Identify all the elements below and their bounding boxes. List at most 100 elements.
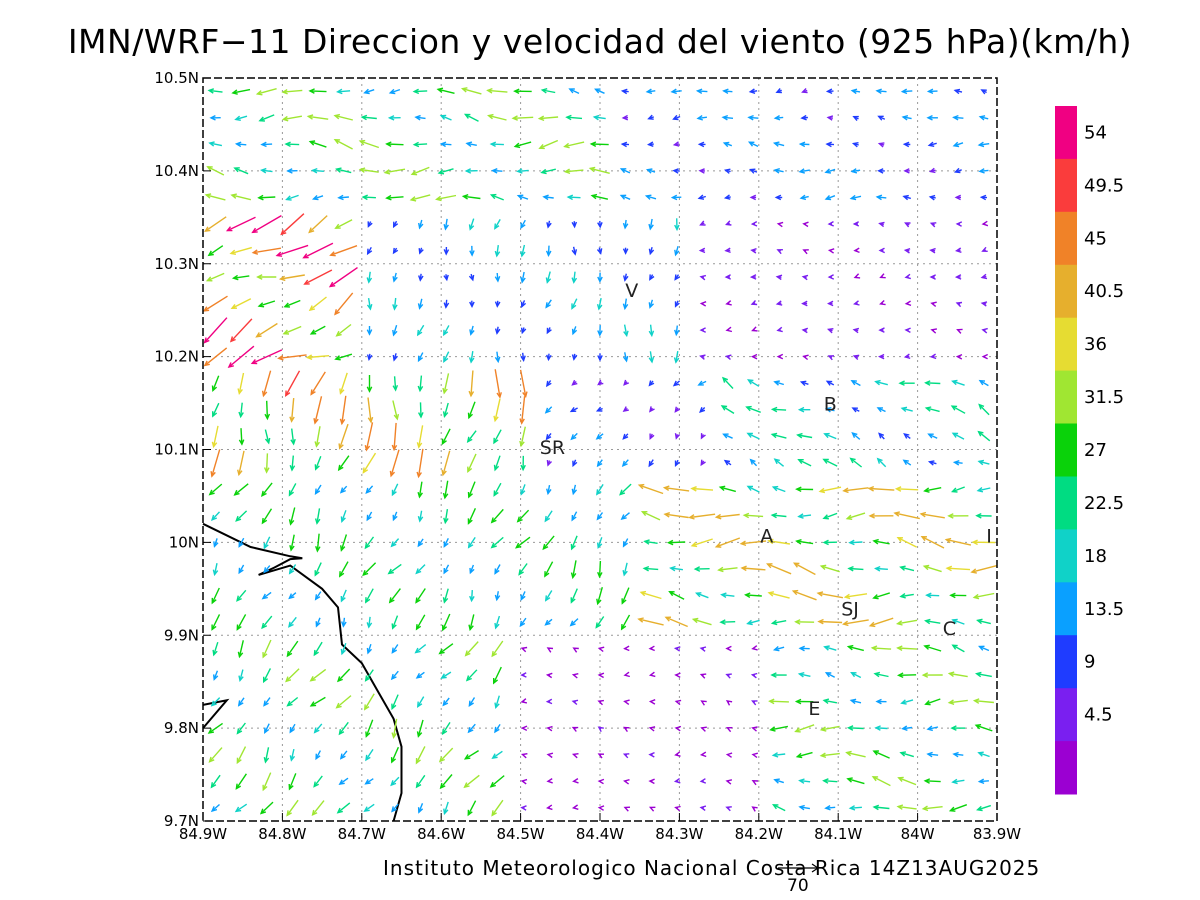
wind-vector-head [929,222,937,228]
wind-vector-head [848,805,856,811]
wind-vector-head [469,329,475,336]
wind-vector [572,778,579,784]
wind-vector [980,89,987,95]
wind-vector [827,274,835,280]
wind-vector-head [520,725,528,732]
wind-vector [597,778,605,785]
wind-vector [776,249,783,255]
wind-vector-shaft [470,370,474,396]
wind-vector [597,537,603,550]
wind-vector [288,773,297,791]
wind-vector [751,806,758,812]
wind-vector-shaft [443,373,450,394]
wind-vector-head [520,594,526,601]
wind-vector-shaft [493,429,502,444]
wind-vector-shaft [747,619,760,625]
wind-vector-head [827,248,835,254]
wind-vector [257,300,276,308]
wind-vector [904,222,911,228]
wind-vector-shaft [722,377,734,389]
wind-vector [978,115,989,121]
wind-vector [896,645,918,652]
wind-vector-head [260,490,267,497]
wind-vector-head [954,194,961,201]
wind-vector-shaft [875,380,888,386]
wind-vector [878,247,885,254]
wind-vector-head [463,113,471,119]
wind-vector [645,168,656,174]
wind-vector-head [494,726,500,734]
wind-vector [850,168,861,174]
wind-vector [571,699,579,706]
wind-vector [620,88,629,95]
wind-vector-head [469,567,475,575]
wind-vector-shaft [977,619,991,625]
wind-vector-head [827,274,835,280]
wind-vector [337,455,350,472]
wind-vector-head [648,302,655,309]
wind-vector-shaft [924,565,942,573]
wind-vector-shaft [741,567,766,571]
wind-vector [513,88,532,95]
wind-vector [596,484,604,496]
wind-vector [251,247,282,255]
wind-vector [392,324,398,337]
wind-vector-head [674,224,680,232]
wind-vector [417,352,424,363]
wind-vector-head [563,142,570,149]
wind-vector [213,538,219,548]
wind-vector-head [699,751,707,758]
wind-vector [237,372,245,395]
wind-vector-head [872,538,879,545]
wind-vector-shaft [491,143,504,146]
wind-vector-head [237,469,243,477]
wind-vector-head [722,433,729,439]
wind-vector [390,538,400,548]
wind-vector-head [520,646,528,653]
wind-vector-shaft [441,143,452,146]
wind-vector-head [673,357,680,364]
wind-vector [847,565,864,572]
chart-title: IMN/WRF−11 Direccion y velocidad del vie… [67,22,1133,61]
wind-vector [310,371,326,396]
wind-vector-head [333,138,341,145]
wind-vector-head [496,392,502,399]
wind-vector [464,168,478,174]
wind-vector-head [798,804,805,811]
wind-vector-head [213,674,219,681]
wind-vector-shaft [716,537,741,548]
wind-vector-head [338,443,344,450]
wind-vector [649,274,655,281]
wind-vector [921,672,943,678]
wind-vector-head [570,543,576,551]
wind-vector-head [895,620,903,626]
wind-vector-shaft [874,673,889,678]
wind-vector [237,697,245,707]
wind-vector [283,299,301,308]
wind-vector [303,269,333,285]
wind-vector [288,616,297,628]
wind-vector [519,369,528,398]
wind-vector-head [211,597,217,605]
wind-vector-head [903,353,911,359]
wind-vector-head [364,675,371,682]
wind-vector [363,88,375,95]
wind-vector [848,805,862,811]
wind-vector-shaft [280,274,305,280]
wind-vector [494,591,501,602]
wind-vector-head [363,806,370,813]
wind-vector-shaft [521,271,525,283]
wind-vector-shaft [213,563,218,575]
wind-vector-shaft [596,484,604,495]
wind-vector [341,617,347,628]
wind-vector-head [819,726,827,732]
wind-vector-head [900,699,907,705]
wind-vector-head [569,620,576,627]
wind-vector-head [674,329,680,337]
wind-vector-head [849,457,856,464]
wind-vector-head [772,645,780,652]
wind-vector-head [645,168,653,174]
wind-vector [362,452,377,474]
wind-vector-head [313,781,320,788]
